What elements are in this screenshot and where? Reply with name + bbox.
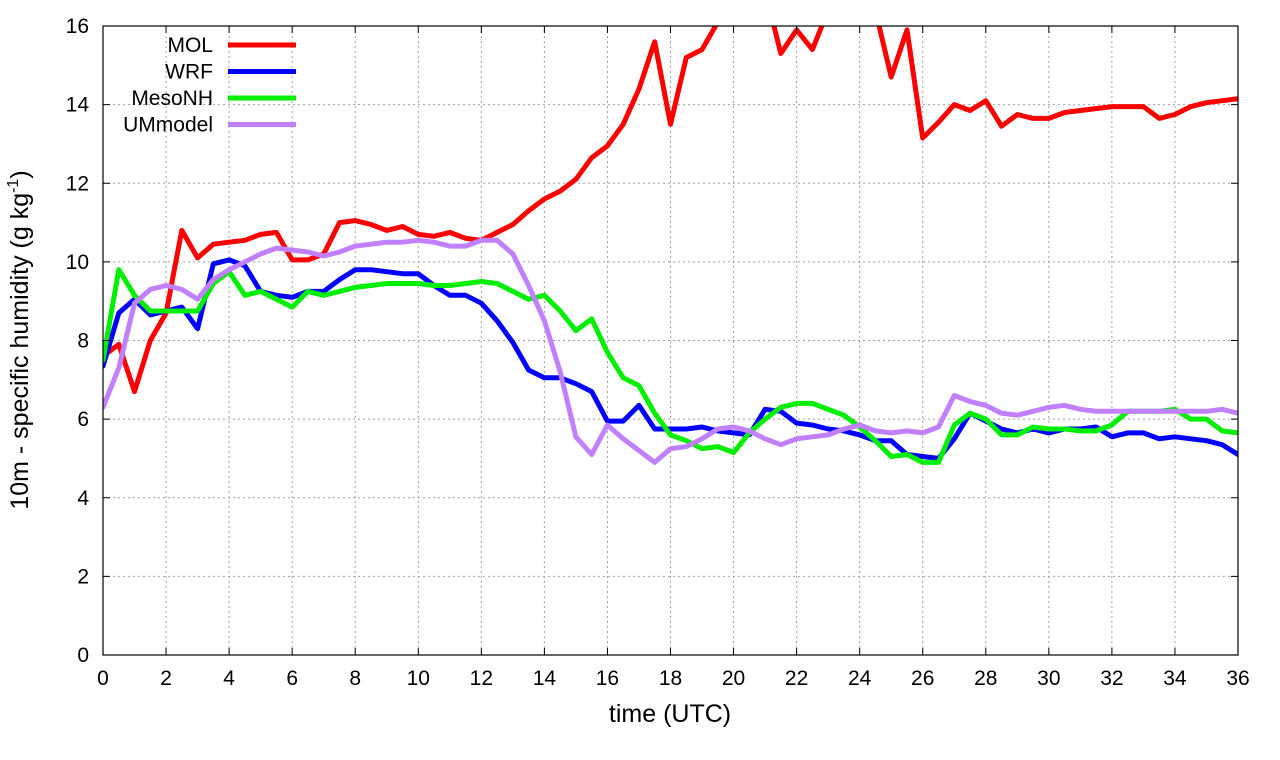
x-tick-label: 24 [848, 667, 872, 690]
x-tick-label: 14 [533, 667, 557, 690]
series-line-ummodel [103, 237, 1238, 465]
y-tick-label: 6 [77, 408, 89, 431]
x-tick-label: 8 [349, 667, 361, 690]
x-tick-label: 0 [97, 667, 109, 690]
y-tick-label: 0 [77, 644, 89, 667]
legend-label-mol: MOL [167, 34, 213, 57]
series-line-mol [103, 26, 1238, 395]
x-tick-label: 4 [223, 667, 235, 690]
grid-lines [103, 26, 1238, 655]
y-tick-labels: 0 2 4 6 8 10 12 14 16 [66, 15, 90, 667]
y-tick-label: 14 [66, 94, 90, 117]
x-tick-label: 16 [596, 667, 619, 690]
x-tick-label: 34 [1163, 667, 1187, 690]
series-lines [103, 26, 1238, 465]
legend-label-wrf: WRF [165, 61, 213, 84]
x-tick-label: 28 [974, 667, 997, 690]
legend-label-mesonh: MesoNH [131, 87, 213, 110]
x-axis-title: time (UTC) [609, 700, 731, 728]
x-tick-label: 12 [470, 667, 493, 690]
legend: MOL WRF MesoNH UMmodel [123, 34, 296, 137]
y-tick-label: 10 [66, 251, 89, 274]
x-tick-label: 10 [407, 667, 430, 690]
x-tick-label: 30 [1037, 667, 1060, 690]
axis-ticks [102, 25, 1239, 656]
y-axis-title-main: 10m - specific humidity (g kg [6, 193, 34, 510]
x-tick-label: 6 [286, 667, 298, 690]
x-tick-labels: 0 2 4 6 8 10 12 14 16 18 20 22 24 26 28 30 32 34 36 [97, 667, 1250, 690]
legend-label-ummodel: UMmodel [123, 114, 213, 137]
y-tick-label: 2 [77, 565, 89, 588]
y-tick-label: 16 [66, 15, 89, 38]
x-tick-label: 22 [785, 667, 808, 690]
x-tick-label: 2 [160, 667, 172, 690]
y-tick-label: 12 [66, 172, 89, 195]
y-axis-title-superscript: -1 [5, 179, 22, 193]
y-axis-title-close: ) [6, 170, 34, 178]
x-tick-label: 18 [659, 667, 682, 690]
x-tick-label: 36 [1226, 667, 1249, 690]
x-tick-label: 26 [911, 667, 934, 690]
series-line-mesonh [103, 267, 1238, 465]
y-tick-label: 4 [77, 487, 89, 510]
x-tick-label: 20 [722, 667, 745, 690]
y-tick-label: 8 [77, 330, 89, 353]
x-tick-label: 32 [1100, 667, 1123, 690]
y-axis-title: 10m - specific humidity (g kg-1) [5, 170, 34, 509]
series-line-wrf [103, 257, 1238, 461]
